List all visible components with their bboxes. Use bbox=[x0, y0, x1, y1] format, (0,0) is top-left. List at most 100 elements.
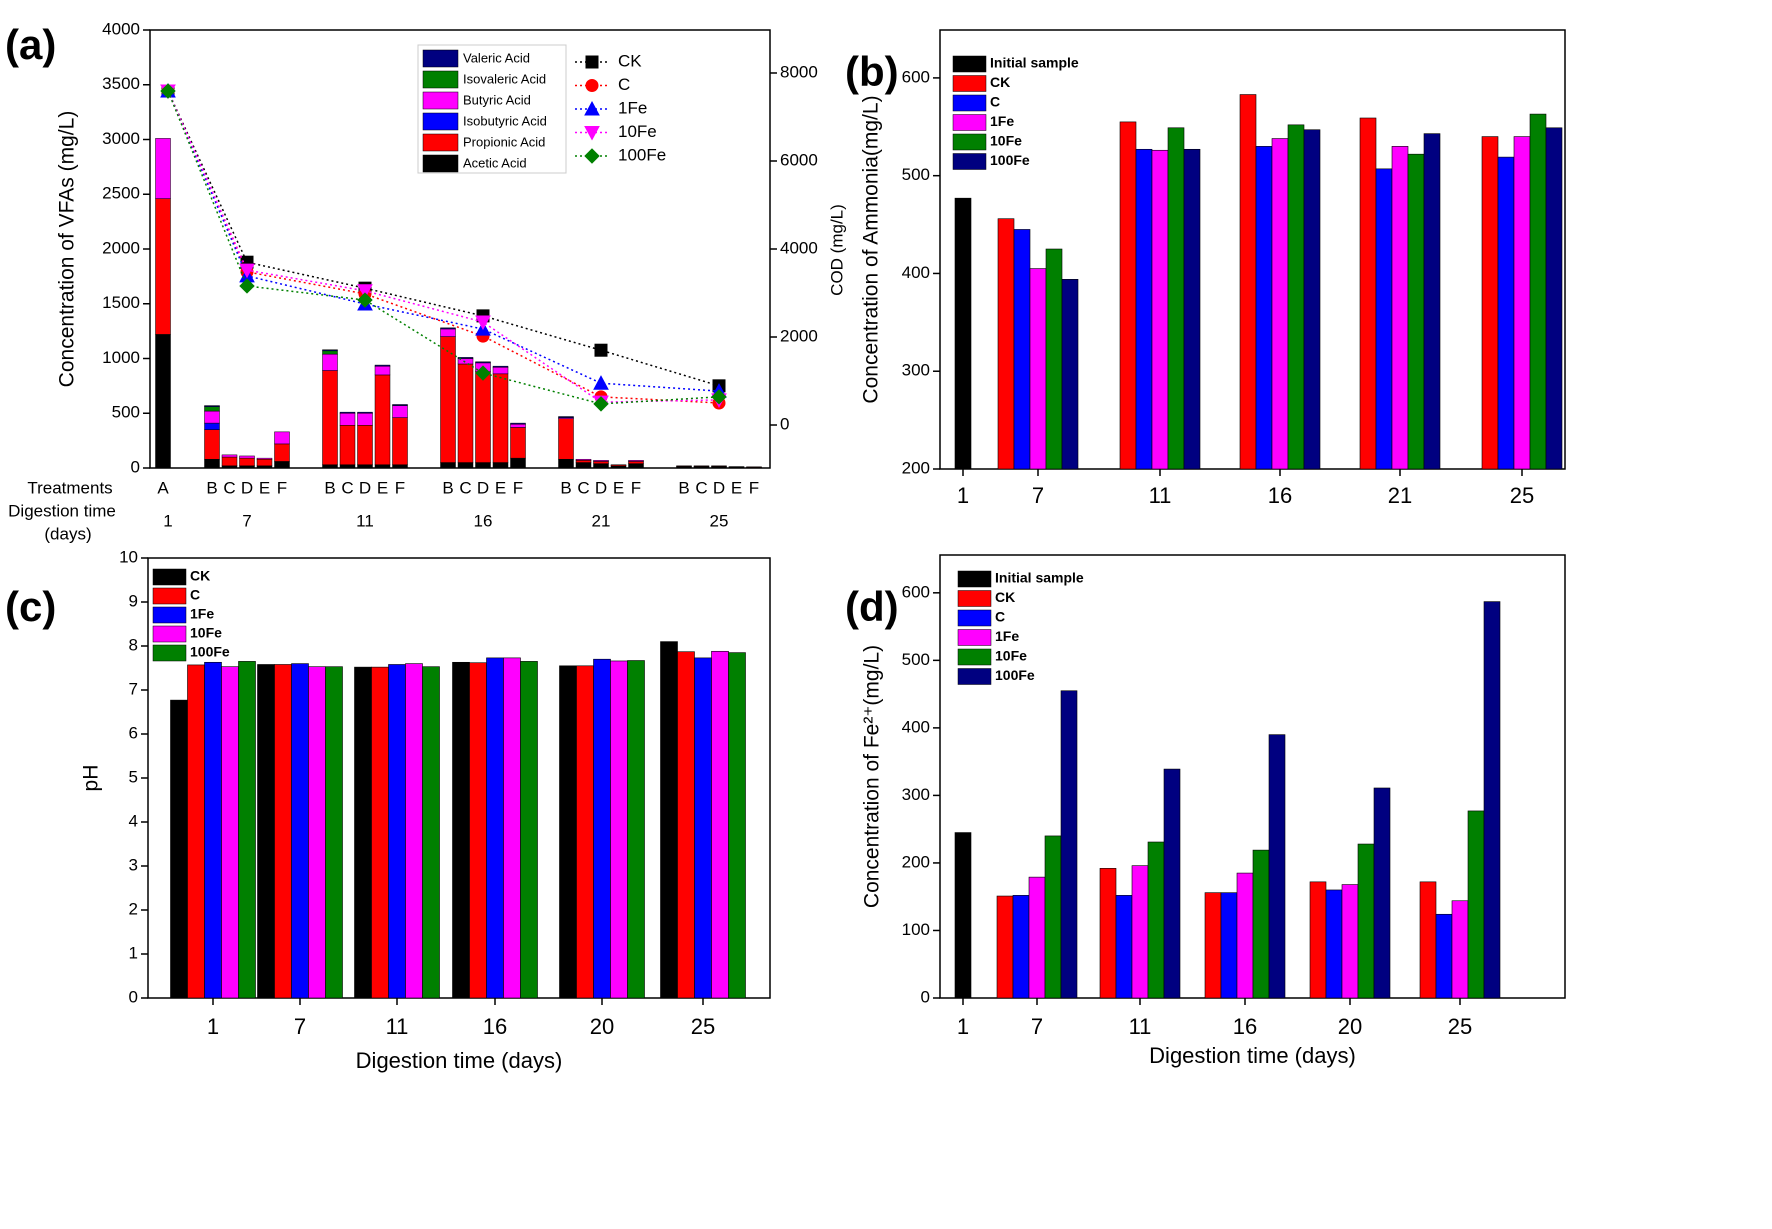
x-axis-label: Digestion time (days) bbox=[356, 1048, 563, 1073]
bar bbox=[1268, 734, 1286, 999]
bar bbox=[1303, 129, 1321, 470]
bar-segment bbox=[322, 349, 338, 352]
bar bbox=[1151, 149, 1169, 470]
bar bbox=[610, 660, 628, 999]
bar-segment bbox=[357, 411, 373, 414]
bar bbox=[954, 197, 972, 470]
y-tick-label: 1500 bbox=[102, 293, 140, 312]
legend-label: Butyric Acid bbox=[463, 92, 531, 107]
bar bbox=[1513, 136, 1531, 470]
legend-label: Isovaleric Acid bbox=[463, 71, 546, 86]
x-tick-label: D bbox=[359, 478, 371, 497]
bar bbox=[325, 666, 343, 999]
bar-segment bbox=[339, 464, 356, 469]
bar-segment bbox=[392, 405, 408, 418]
bar-segment bbox=[510, 422, 526, 425]
bar-segment bbox=[440, 336, 456, 463]
y-tick-label: 6 bbox=[129, 723, 138, 742]
x-tick-label: 16 bbox=[1233, 1014, 1257, 1039]
bar bbox=[1220, 892, 1238, 999]
legend-swatch bbox=[152, 625, 187, 643]
legend-swatch bbox=[422, 112, 459, 131]
x-tick-label: 11 bbox=[386, 1014, 409, 1039]
bar bbox=[1357, 843, 1375, 999]
legend-swatch bbox=[422, 49, 459, 68]
bar-segment bbox=[374, 364, 391, 367]
y-tick-label: 500 bbox=[112, 403, 140, 422]
bar-segment bbox=[457, 357, 474, 359]
bar bbox=[354, 666, 372, 999]
bar bbox=[170, 699, 188, 999]
legend-label: C bbox=[618, 75, 630, 94]
bar bbox=[1287, 124, 1305, 470]
legend-marker bbox=[585, 79, 599, 92]
bar bbox=[694, 657, 712, 999]
x-tick-label: B bbox=[324, 478, 335, 497]
bar bbox=[405, 663, 423, 999]
group-label: 11 bbox=[356, 511, 374, 530]
y-tick-label: 0 bbox=[131, 457, 140, 476]
legend-marker bbox=[584, 100, 600, 116]
bar bbox=[1435, 913, 1453, 999]
legend-label: Initial sample bbox=[995, 570, 1084, 586]
bar-segment bbox=[339, 425, 356, 465]
bar bbox=[1391, 146, 1409, 470]
legend-swatch bbox=[957, 629, 992, 646]
x-tick-label: C bbox=[223, 478, 235, 497]
legend-label: 1Fe bbox=[990, 113, 1014, 129]
bar bbox=[1373, 787, 1391, 999]
legend-swatch bbox=[952, 133, 987, 151]
bar bbox=[1029, 268, 1047, 470]
legend-swatch bbox=[152, 644, 187, 662]
bar bbox=[291, 663, 309, 999]
bar-segment bbox=[392, 404, 408, 406]
y2-tick-label: 8000 bbox=[780, 62, 818, 81]
y-tick-label: 3000 bbox=[102, 129, 140, 148]
x-tick-label: 25 bbox=[691, 1014, 715, 1039]
legend-label: 10Fe bbox=[618, 122, 657, 141]
x-tick-label: F bbox=[513, 478, 523, 497]
bar bbox=[1529, 113, 1547, 470]
y-tick-label: 2 bbox=[129, 899, 138, 918]
bar bbox=[1359, 117, 1377, 470]
x-tick-label: 7 bbox=[294, 1014, 306, 1039]
legend-swatch bbox=[422, 133, 459, 152]
bar-segment bbox=[440, 462, 456, 469]
bar-segment bbox=[256, 465, 273, 469]
y-tick-label: 4000 bbox=[102, 19, 140, 38]
legend-swatch bbox=[957, 648, 992, 666]
bar-segment bbox=[322, 370, 338, 465]
legend-swatch bbox=[152, 587, 187, 605]
bar-segment bbox=[339, 411, 356, 414]
legend-label: CK bbox=[618, 51, 642, 70]
y-tick-label: 2500 bbox=[102, 184, 140, 203]
bar bbox=[204, 661, 222, 999]
bar-segment bbox=[610, 464, 627, 467]
y2-axis-label: COD (mg/L) bbox=[827, 204, 846, 296]
legend-swatch bbox=[957, 590, 992, 607]
bar-segment bbox=[475, 371, 491, 463]
x-tick-label: A bbox=[157, 478, 169, 497]
x-tick-label: F bbox=[395, 478, 405, 497]
legend-label: 100Fe bbox=[618, 145, 666, 164]
bar-segment bbox=[274, 461, 290, 469]
bar bbox=[1325, 889, 1343, 999]
bar-segment bbox=[239, 465, 255, 469]
x-axis-label: Digestion time (days) bbox=[1149, 1043, 1356, 1068]
bar-segment bbox=[204, 410, 220, 424]
x-tick-label: B bbox=[560, 478, 571, 497]
y-axis-label: Concentration of Fe²⁺(mg/L) bbox=[861, 645, 884, 908]
y-axis-label: Concentration of Ammonia(mg/L) bbox=[860, 95, 883, 403]
bar bbox=[997, 218, 1015, 470]
bar bbox=[1481, 136, 1499, 470]
bar bbox=[1028, 876, 1046, 999]
legend-label: 100Fe bbox=[990, 152, 1030, 168]
bar-segment bbox=[239, 457, 255, 467]
legend-label: Isobutyric Acid bbox=[463, 113, 547, 128]
y-tick-label: 9 bbox=[129, 591, 138, 610]
bar-segment bbox=[155, 334, 171, 469]
bar-segment bbox=[475, 462, 491, 469]
bar-segment bbox=[693, 465, 710, 467]
bar bbox=[593, 658, 611, 999]
y-tick-label: 500 bbox=[902, 165, 930, 184]
